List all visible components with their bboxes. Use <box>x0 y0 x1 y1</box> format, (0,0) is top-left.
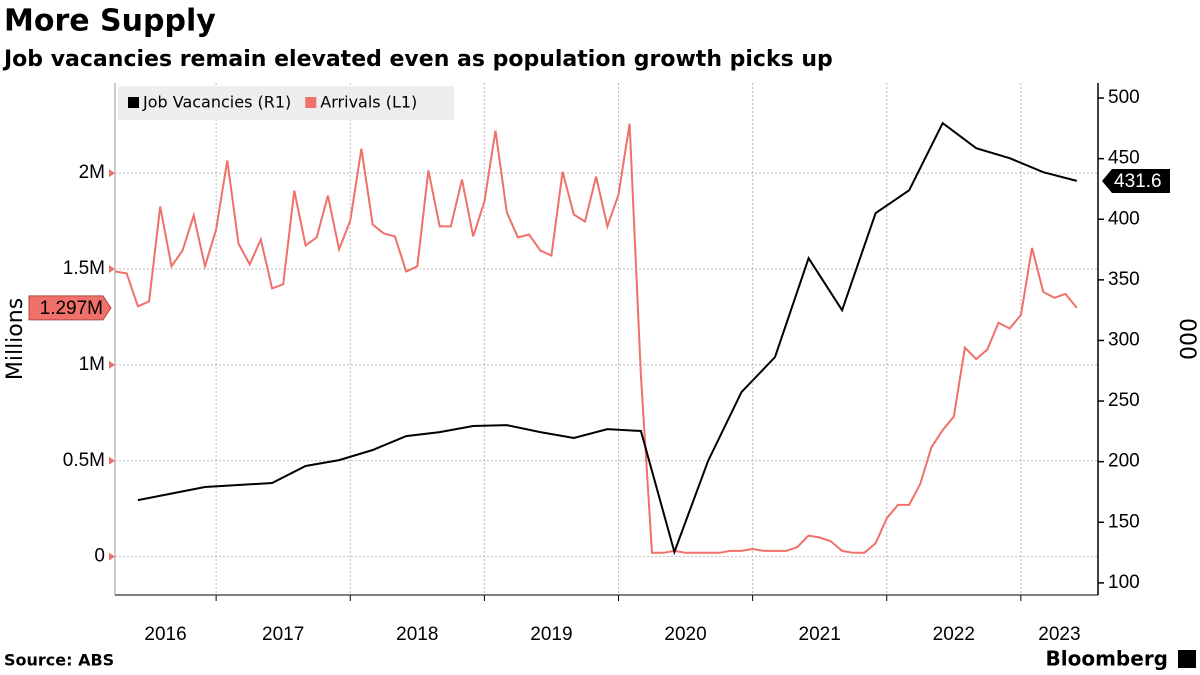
x-tick-label: 2017 <box>262 624 304 645</box>
y-tick-mark <box>109 265 115 274</box>
x-tick-label: 2016 <box>144 624 186 645</box>
legend-swatch <box>128 97 139 108</box>
y-axis-label: Millions <box>3 298 28 380</box>
y2-tick-label: 350 <box>1108 269 1140 290</box>
x-tick-label: 2022 <box>933 624 975 645</box>
end-label-box <box>28 295 112 321</box>
y2-tick-label: 100 <box>1108 572 1140 593</box>
y-tick-label: 1.5M <box>63 258 105 279</box>
y-tick-mark <box>109 552 115 561</box>
legend-box <box>118 86 454 120</box>
y2-tick-label: 400 <box>1108 208 1140 229</box>
y2-tick-label: 200 <box>1108 451 1140 472</box>
x-tick-label: 2018 <box>396 624 438 645</box>
y2-tick-label: 300 <box>1108 329 1140 350</box>
x-tick-label: 2020 <box>664 624 706 645</box>
legend-label: Arrivals (L1) <box>320 93 417 112</box>
y-tick-label: 0 <box>94 546 105 567</box>
y-tick-label: 0.5M <box>63 450 105 471</box>
y-tick-label: 1M <box>79 354 105 375</box>
y2-tick-label: 450 <box>1108 148 1140 169</box>
y-tick-mark <box>109 169 115 178</box>
y2-tick-label: 500 <box>1108 87 1140 108</box>
y2-tick-label: 150 <box>1108 511 1140 532</box>
y2-tick-label: 250 <box>1108 390 1140 411</box>
y-tick-mark <box>109 456 115 465</box>
source: Source: ABS <box>4 651 114 670</box>
data-line <box>137 121 1078 556</box>
brand-icon <box>1178 650 1196 668</box>
x-tick-label: 2019 <box>530 624 572 645</box>
y-tick-mark <box>109 360 115 369</box>
x-tick-label: 2021 <box>799 624 841 645</box>
chart-subtitle: Job vacancies remain elevated even as po… <box>2 47 833 72</box>
brand: Bloomberg <box>1046 647 1168 671</box>
y-tick-label: 2M <box>79 162 105 183</box>
end-label: 1.297M <box>40 298 103 319</box>
end-label-box <box>1102 168 1170 193</box>
end-label: 431.6 <box>1114 171 1162 192</box>
y2-axis-label: 000 <box>1174 318 1199 360</box>
legend-swatch <box>305 97 317 108</box>
chart-title: More Supply <box>4 4 216 39</box>
x-tick-label: 2023 <box>1038 624 1080 645</box>
data-line <box>115 123 1078 554</box>
legend-label: Job Vacancies (R1) <box>142 93 291 112</box>
